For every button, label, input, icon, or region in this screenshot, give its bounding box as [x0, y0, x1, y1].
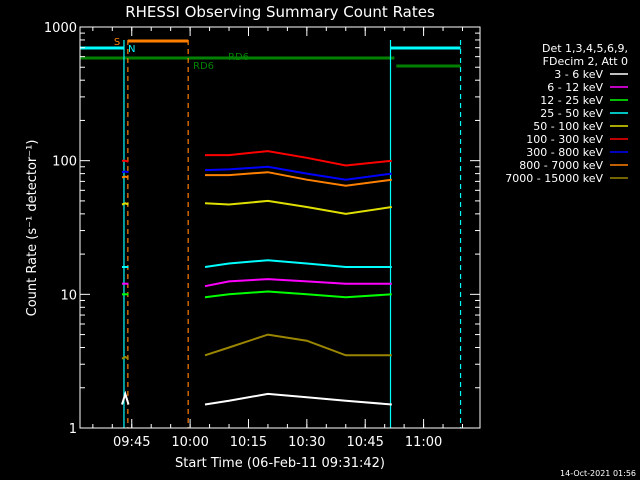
legend-entry: 300 - 800 keV [526, 146, 603, 159]
boundary-lines [123, 40, 462, 428]
series-line [204, 278, 392, 288]
x-axis-ticks: 09:45 10:00 10:15 10:30 10:45 11:00 [92, 27, 463, 450]
series-line [122, 159, 129, 163]
legend-entry: 6 - 12 keV [547, 81, 603, 94]
series-line [121, 175, 129, 179]
x-tick-label: 10:45 [346, 435, 383, 450]
flag-label: RD6 [228, 52, 249, 63]
x-tick-label: 11:00 [405, 435, 442, 450]
series-lines [121, 150, 392, 406]
legend-header: Det 1,3,4,5,6,9, [542, 42, 628, 55]
legend-header: FDecim 2, Att 0 [543, 55, 628, 68]
x-tick-label: 10:00 [171, 435, 208, 450]
legend: Det 1,3,4,5,6,9,FDecim 2, Att 03 - 6 keV… [505, 42, 628, 185]
footer-date: 14-Oct-2021 01:56 [560, 469, 636, 478]
legend-entry: 12 - 25 keV [540, 94, 603, 107]
x-tick-label: 10:15 [230, 435, 267, 450]
plot-frame [79, 26, 481, 429]
series-line [204, 290, 392, 299]
y-axis-label: Count Rate (s⁻¹ detector⁻¹) [25, 140, 40, 317]
flag-label: S [114, 37, 120, 48]
y-tick-label: 10 [60, 288, 77, 303]
legend-entry: 25 - 50 keV [540, 107, 603, 120]
y-tick-label: 1 [69, 422, 77, 437]
legend-entry: 800 - 7000 keV [519, 159, 603, 172]
legend-entry: 50 - 100 keV [533, 120, 603, 133]
series-line [121, 355, 129, 360]
series-line [204, 392, 392, 406]
y-tick-label: 1000 [44, 21, 77, 36]
series-line [204, 259, 392, 268]
chart-title: RHESSI Observing Summary Count Rates [125, 3, 435, 21]
series-line [204, 165, 392, 181]
x-tick-label: 10:30 [288, 435, 325, 450]
x-tick-label: 09:45 [113, 435, 150, 450]
flag-label: RD6 [193, 61, 214, 72]
series-line [121, 170, 129, 174]
y-axis-ticks: 1 10 100 1000 [44, 21, 480, 437]
flag-bars: SN RD6 RD6 [80, 37, 461, 72]
flag-label: N [128, 44, 135, 55]
series-line [204, 199, 392, 215]
y-tick-label: 100 [52, 155, 77, 170]
legend-entry: 7000 - 15000 keV [505, 172, 603, 185]
series-line [121, 202, 129, 206]
x-axis-label: Start Time (06-Feb-11 09:31:42) [175, 456, 385, 471]
series-line [121, 390, 130, 405]
legend-entry: 3 - 6 keV [554, 68, 603, 81]
series-line [205, 171, 392, 187]
series-line [204, 333, 392, 357]
series-line [205, 150, 392, 167]
legend-entry: 100 - 300 keV [526, 133, 603, 146]
